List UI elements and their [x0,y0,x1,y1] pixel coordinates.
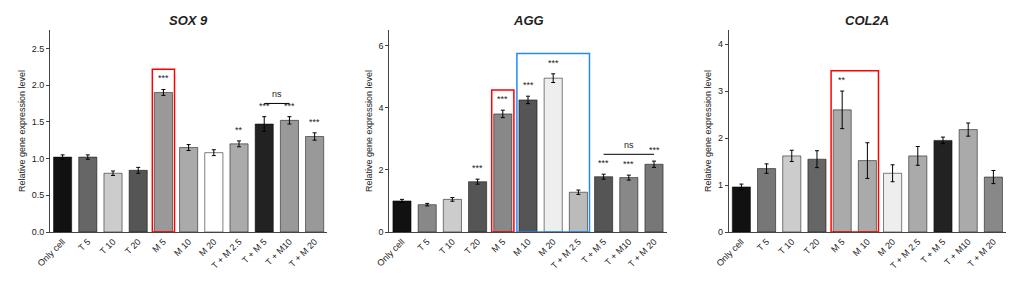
svg-text:0: 0 [718,227,723,237]
svg-text:***: *** [259,101,270,111]
svg-text:T 10: T 10 [98,237,118,257]
svg-text:1.5: 1.5 [32,117,45,127]
svg-text:T + M10: T + M10 [264,237,294,267]
svg-text:***: *** [623,159,634,169]
svg-text:Relative gene expression level: Relative gene expression level [17,70,27,192]
svg-text:0.5: 0.5 [32,190,45,200]
svg-text:T + M 2.5: T + M 2.5 [210,237,244,271]
svg-text:**: ** [838,75,846,85]
svg-text:M 5: M 5 [490,237,508,255]
svg-text:***: *** [649,145,660,155]
svg-text:ns: ns [624,140,634,150]
svg-text:T + M 2.5: T + M 2.5 [888,237,922,271]
svg-text:T 20: T 20 [802,237,822,257]
svg-text:T + M10: T + M10 [942,237,972,267]
svg-text:T + M 20: T + M 20 [966,237,998,269]
svg-text:ns: ns [272,89,282,99]
svg-text:***: *** [497,94,508,104]
svg-text:Relative gene expression level: Relative gene expression level [364,70,374,192]
svg-text:M 20: M 20 [197,237,218,258]
svg-text:M 10: M 10 [851,237,872,258]
svg-text:***: *** [472,163,483,173]
svg-text:Relative gene expression level: Relative gene expression level [703,70,713,192]
svg-text:***: *** [548,58,559,68]
svg-text:AGG: AGG [513,13,544,28]
svg-text:T 5: T 5 [755,237,771,253]
svg-text:**: ** [235,125,243,135]
svg-text:Only cell: Only cell [714,237,745,268]
svg-text:M 10: M 10 [511,237,532,258]
svg-text:0: 0 [379,227,384,237]
svg-text:T + M10: T + M10 [603,237,633,267]
svg-text:T + M 2.5: T + M 2.5 [549,237,583,271]
svg-text:M 20: M 20 [876,237,897,258]
svg-text:M 20: M 20 [537,237,558,258]
svg-text:0.0: 0.0 [32,227,45,237]
svg-text:T 10: T 10 [437,237,457,257]
svg-text:Only cell: Only cell [375,237,406,268]
svg-text:1: 1 [718,180,723,190]
svg-text:2.5: 2.5 [32,44,45,54]
svg-text:SOX 9: SOX 9 [169,13,208,28]
svg-text:Only cell: Only cell [36,237,67,268]
svg-text:T 20: T 20 [123,237,143,257]
svg-text:***: *** [158,73,169,83]
svg-text:M 10: M 10 [172,237,193,258]
svg-text:***: *** [523,80,534,90]
svg-text:COL2A: COL2A [845,13,889,28]
svg-text:T 5: T 5 [416,237,432,253]
svg-text:T + M 5: T + M 5 [240,237,269,266]
svg-text:1.0: 1.0 [32,154,45,164]
svg-text:M 5: M 5 [150,237,168,255]
svg-text:T 10: T 10 [777,237,797,257]
svg-text:T 5: T 5 [76,237,92,253]
svg-text:6: 6 [379,41,384,51]
svg-text:3: 3 [718,86,723,96]
svg-text:T + M 20: T + M 20 [626,237,658,269]
svg-text:4: 4 [379,103,384,113]
svg-text:2: 2 [379,165,384,175]
svg-text:T 20: T 20 [462,237,482,257]
svg-text:M 5: M 5 [829,237,847,255]
svg-text:4: 4 [718,39,723,49]
svg-text:***: *** [309,117,320,127]
svg-text:***: *** [284,101,295,111]
svg-text:2: 2 [718,133,723,143]
svg-text:T + M 5: T + M 5 [579,237,608,266]
svg-text:T + M 5: T + M 5 [919,237,948,266]
svg-text:2.0: 2.0 [32,80,45,90]
svg-text:***: *** [598,158,609,168]
svg-text:T + M 20: T + M 20 [287,237,319,269]
